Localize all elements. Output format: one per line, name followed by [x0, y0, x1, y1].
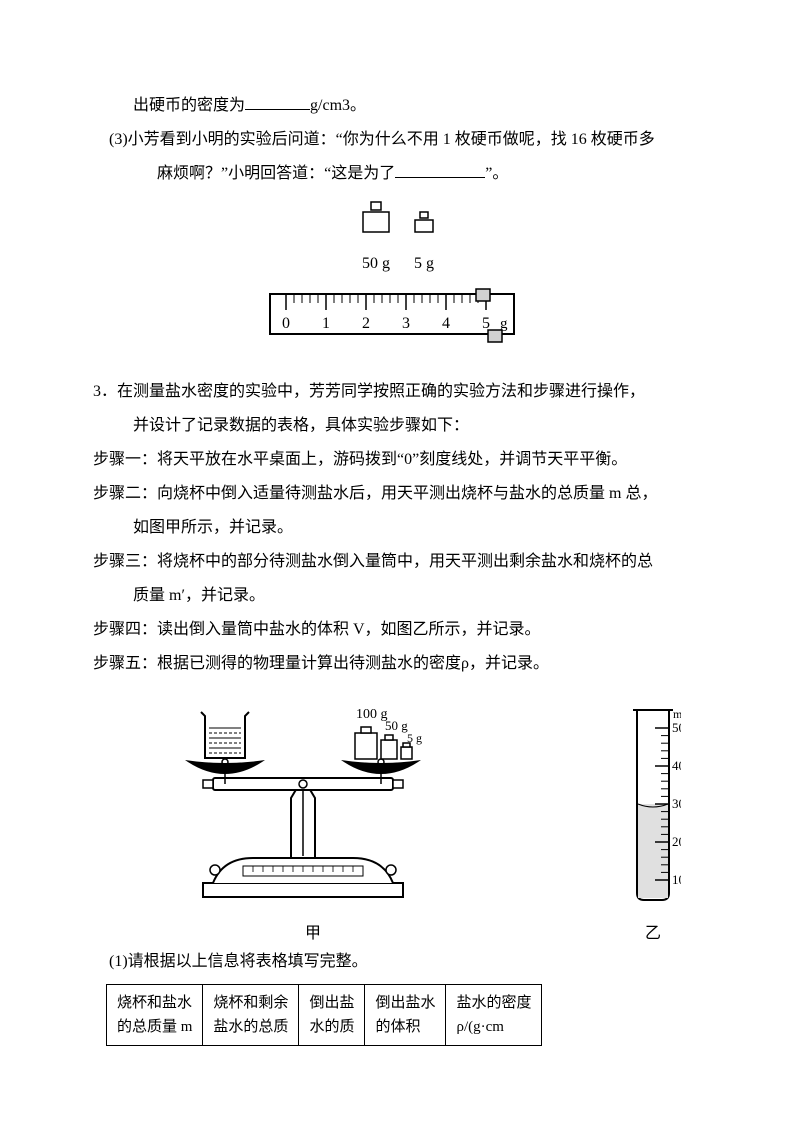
p3-intro-l1: 3．在测量盐水密度的实验中，芳芳同学按照正确的实验方法和步骤进行操作， — [93, 376, 701, 408]
p3-step1: 步骤一：将天平放在水平桌面上，游码拨到“0”刻度线处，并调节天平平衡。 — [93, 444, 701, 476]
p3-q1: (1)请根据以上信息将表格填写完整。 — [93, 946, 701, 978]
h5-l1: 盐水的密度 — [456, 995, 531, 1011]
svg-text:50 g: 50 g — [385, 718, 408, 733]
table-cell-1: 烧杯和盐水 的总质量 m — [107, 985, 203, 1046]
p2-line1: 出硬币的密度为 g/cm3。 — [93, 90, 701, 122]
p3-intro-text2: 并设计了记录数据的表格，具体实验步骤如下： — [133, 417, 469, 434]
weights-figure: 50 g 5 g — [93, 200, 701, 280]
step3-text2: 质量 m′，并记录。 — [133, 587, 265, 604]
svg-text:20: 20 — [672, 834, 681, 849]
p2-q3-l2: 麻烦啊？”小明回答道：“这是为了 ”。 — [93, 158, 701, 190]
p3-intro-l2: 并设计了记录数据的表格，具体实验步骤如下： — [93, 410, 701, 442]
svg-text:50: 50 — [672, 720, 681, 735]
graduated-cylinder: mL 50 40 30 20 10 乙 — [625, 698, 681, 950]
svg-text:mL: mL — [673, 707, 681, 721]
weight-5g-label: 5 g — [413, 248, 435, 280]
h3-l1: 倒出盐 — [309, 995, 354, 1011]
h4-l1: 倒出盐水 — [375, 995, 435, 1011]
svg-text:30: 30 — [672, 796, 681, 811]
step3-text1: 步骤三：将烧杯中的部分待测盐水倒入量筒中，用天平测出剩余盐水和烧杯的总 — [93, 553, 653, 570]
svg-text:4: 4 — [442, 315, 450, 332]
balance-scale: 100 g 50 g 5 g 甲 — [163, 698, 463, 950]
weight-50g: 50 g — [359, 200, 393, 280]
p2-q3-l1: (3)小芳看到小明的实验后问道：“你为什么不用 1 枚硬币做呢，找 16 枚硬币… — [93, 124, 701, 156]
blank-density[interactable] — [245, 109, 310, 110]
step5-text: 步骤五：根据已测得的物理量计算出待测盐水的密度ρ，并记录。 — [93, 655, 549, 672]
weight-50g-label: 50 g — [359, 248, 393, 280]
p2-text-b: g/cm3。 — [310, 97, 366, 114]
p3-step3-l2: 质量 m′，并记录。 — [93, 580, 701, 612]
p3-step3-l1: 步骤三：将烧杯中的部分待测盐水倒入量筒中，用天平测出剩余盐水和烧杯的总 — [93, 546, 701, 578]
ruler-figure: 0 1 2 3 4 5 g — [93, 286, 701, 358]
h5-l2: ρ/(g·cm — [456, 1019, 503, 1035]
table-cell-2: 烧杯和剩余 盐水的总质 — [203, 985, 299, 1046]
svg-text:10: 10 — [672, 872, 681, 887]
h1-l1: 烧杯和盐水 — [117, 995, 192, 1011]
h4-l2: 的体积 — [375, 1019, 420, 1035]
q3-prefix: (3) — [109, 131, 128, 148]
h2-l1: 烧杯和剩余 — [213, 995, 288, 1011]
table-cell-4: 倒出盐水 的体积 — [365, 985, 446, 1046]
balance-cylinder-figure: 100 g 50 g 5 g 甲 — [93, 698, 701, 938]
ruler-icon: 0 1 2 3 4 5 g — [262, 286, 532, 346]
data-table: 烧杯和盐水 的总质量 m 烧杯和剩余 盐水的总质 倒出盐 水的质 倒出盐水 的体… — [106, 984, 542, 1046]
p3-step4: 步骤四：读出倒入量筒中盐水的体积 V，如图乙所示，并记录。 — [93, 614, 701, 646]
svg-text:100 g: 100 g — [356, 707, 388, 722]
p3-step2-l2: 如图甲所示，并记录。 — [93, 512, 701, 544]
table-row: 烧杯和盐水 的总质量 m 烧杯和剩余 盐水的总质 倒出盐 水的质 倒出盐水 的体… — [107, 985, 542, 1046]
svg-text:0: 0 — [282, 315, 290, 332]
p2-text-a: 出硬币的密度为 — [133, 97, 245, 114]
p3-step2-l1: 步骤二：向烧杯中倒入适量待测盐水后，用天平测出烧杯与盐水的总质量 m 总， — [93, 478, 701, 510]
svg-text:1: 1 — [322, 315, 330, 332]
p3-intro-text1: 在测量盐水密度的实验中，芳芳同学按照正确的实验方法和步骤进行操作， — [117, 383, 645, 400]
h2-l2: 盐水的总质 — [213, 1019, 288, 1035]
p3-num: 3． — [93, 383, 117, 400]
weight-50g-icon — [359, 200, 393, 236]
q3-text2-end: ”。 — [485, 165, 508, 182]
h3-l2: 水的质 — [309, 1019, 354, 1035]
weight-5g-icon — [413, 200, 435, 236]
step2-text2: 如图甲所示，并记录。 — [133, 519, 293, 536]
svg-text:3: 3 — [402, 315, 410, 332]
q1-text: (1)请根据以上信息将表格填写完整。 — [109, 953, 368, 970]
balance-scale-icon: 100 g 50 g 5 g — [163, 698, 463, 908]
p3-step5: 步骤五：根据已测得的物理量计算出待测盐水的密度ρ，并记录。 — [93, 648, 701, 680]
h1-l2: 的总质量 m — [117, 1019, 192, 1035]
step4-text: 步骤四：读出倒入量筒中盐水的体积 V，如图乙所示，并记录。 — [93, 621, 541, 638]
step2-text1: 步骤二：向烧杯中倒入适量待测盐水后，用天平测出烧杯与盐水的总质量 m 总， — [93, 485, 657, 502]
svg-text:2: 2 — [362, 315, 370, 332]
cylinder-icon: mL 50 40 30 20 10 — [625, 698, 681, 908]
q3-text1: 小芳看到小明的实验后问道：“你为什么不用 1 枚硬币做呢，找 16 枚硬币多 — [128, 131, 655, 148]
q3-text2: 麻烦啊？”小明回答道：“这是为了 — [157, 165, 395, 182]
caption-jia: 甲 — [163, 918, 463, 950]
table-cell-3: 倒出盐 水的质 — [299, 985, 365, 1046]
blank-reason[interactable] — [395, 177, 485, 178]
svg-text:40: 40 — [672, 758, 681, 773]
svg-text:5 g: 5 g — [407, 731, 422, 745]
caption-yi: 乙 — [625, 918, 681, 950]
step1-text: 步骤一：将天平放在水平桌面上，游码拨到“0”刻度线处，并调节天平平衡。 — [93, 451, 627, 468]
weight-5g: 5 g — [413, 200, 435, 280]
table-cell-5: 盐水的密度 ρ/(g·cm — [446, 985, 542, 1046]
